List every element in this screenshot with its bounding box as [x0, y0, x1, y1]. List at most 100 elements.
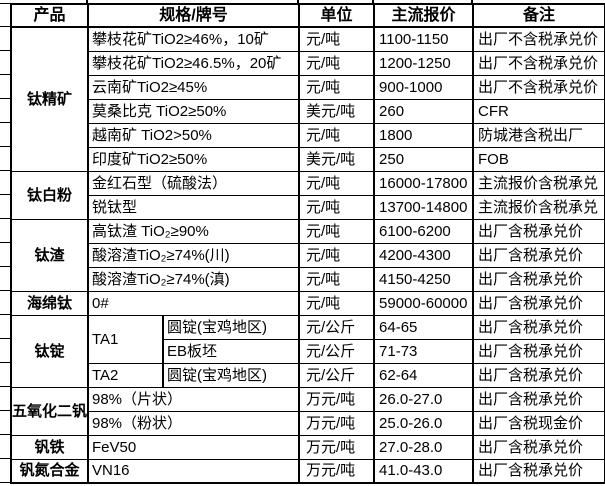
grade-cell: TA1 [87, 314, 164, 364]
col-header-note: 备注 [472, 3, 605, 28]
price-table: 产品 规格/牌号 单位 主流报价 备注 钛精矿 攀枝花矿TiO2≥46%，10矿… [10, 3, 605, 484]
column-gridline-tick [86, 0, 88, 4]
table-row: 钛白粉 金红石型（硫酸法） 元/吨 16000-17800 主流报价含税承兑 [10, 170, 605, 220]
note-cell: 出厂含税承兑价 [472, 434, 605, 460]
note-cell: 出厂含税承兑价 [472, 338, 605, 364]
price-cell: 1200-1250 [373, 50, 475, 76]
column-gridline-tick [297, 0, 299, 4]
spec-cell: 莫桑比克 TiO2≥50% [86, 98, 301, 124]
spec-cell: 云南矿TiO2≥45% [86, 74, 301, 100]
table-row: 云南矿TiO2≥45% 元/吨 900-1000 出厂不含税承兑价 [11, 74, 605, 100]
price-cell: 6100-6200 [373, 218, 475, 244]
product-cell: 钛渣 [10, 218, 89, 292]
column-gridline-tick [471, 0, 473, 4]
table-row: 钒氮合金 VN16 万元/吨 41.0-43.0 出厂含税承兑价 [10, 458, 605, 484]
product-cell: 五氧化二钒 [10, 386, 89, 436]
table-row: 钛渣 高钛渣 TiO₂≥90% 元/吨 6100-6200 出厂含税承兑价 [10, 218, 605, 292]
table-row: 五氧化二钒 98%（片状） 万元/吨 26.0-27.0 出厂含税承兑价 [10, 386, 605, 436]
product-cell: 钛锭 [10, 314, 89, 388]
note-cell: 出厂含税承兑价 [472, 362, 605, 388]
note-cell: 出厂含税承兑价 [472, 386, 605, 412]
spec-cell: 98%（片状） [86, 386, 301, 412]
unit-cell: 元/吨 [298, 290, 376, 316]
note-cell: FOB [472, 146, 605, 172]
price-cell: 16000-17800 [373, 170, 475, 196]
spec-cell: 圆锭(宝鸡地区) [161, 362, 301, 388]
unit-cell: 万元/吨 [298, 458, 376, 484]
unit-cell: 元/吨 [298, 50, 376, 76]
note-cell: 防城港含税出厂 [472, 122, 605, 148]
unit-cell: 元/公斤 [298, 362, 376, 388]
table-row: 锐钛型 元/吨 13700-14800 主流报价含税承兑 [11, 194, 605, 220]
price-cell: 900-1000 [373, 74, 475, 100]
price-cell: 62-64 [373, 362, 475, 388]
spec-cell: 0# [86, 290, 301, 316]
table-row: 酸溶渣TiO₂≥74%(滇) 元/吨 4150-4250 出厂含税承兑价 [11, 266, 605, 292]
price-cell: 27.0-28.0 [373, 434, 475, 460]
price-cell: 1100-1150 [373, 26, 475, 52]
product-cell: 钛精矿 [10, 26, 89, 172]
note-cell: 主流报价含税承兑 [472, 170, 605, 196]
price-cell: 4150-4250 [373, 266, 475, 292]
spec-cell: VN16 [86, 458, 301, 484]
unit-cell: 美元/吨 [298, 98, 376, 124]
spec-cell: 酸溶渣TiO₂≥74%(川) [86, 242, 301, 268]
unit-cell: 元/吨 [298, 266, 376, 292]
table-row: 酸溶渣TiO₂≥74%(川) 元/吨 4200-4300 出厂含税承兑价 [11, 242, 605, 268]
unit-cell: 元/吨 [298, 218, 376, 244]
price-cell: 41.0-43.0 [373, 458, 475, 484]
spec-cell: 越南矿 TiO2>50% [86, 122, 301, 148]
price-cell: 250 [373, 146, 475, 172]
row-gridline-ticks [0, 26, 10, 483]
spec-cell: 酸溶渣TiO₂≥74%(滇) [86, 266, 301, 292]
spec-cell: 锐钛型 [86, 194, 301, 220]
spec-cell: 高钛渣 TiO₂≥90% [86, 218, 301, 244]
spec-cell: 印度矿TiO2≥50% [86, 146, 301, 172]
col-header-product: 产品 [10, 3, 89, 28]
spec-cell: 攀枝花矿TiO2≥46.5%，20矿 [86, 50, 301, 76]
table-row: EB板坯 元/公斤 71-73 出厂含税承兑价 [11, 338, 605, 364]
price-cell: 4200-4300 [373, 242, 475, 268]
note-cell: 出厂含税承兑价 [472, 290, 605, 316]
table-row: TA2 圆锭(宝鸡地区) 元/公斤 62-64 出厂含税承兑价 [11, 362, 605, 388]
note-cell: 出厂不含税承兑价 [472, 26, 605, 52]
grade-cell: TA2 [87, 362, 164, 388]
spec-cell: 金红石型（硫酸法） [86, 170, 301, 196]
price-cell: 25.0-26.0 [373, 410, 475, 436]
unit-cell: 元/吨 [298, 26, 376, 52]
spec-cell: 98%（粉状） [86, 410, 301, 436]
gridline-tick-topleft [0, 3, 10, 4]
note-cell: 出厂含税承兑价 [472, 314, 605, 340]
table-row: 98%（粉状） 万元/吨 25.0-26.0 出厂含税现金价 [11, 410, 605, 436]
unit-cell: 元/吨 [298, 122, 376, 148]
price-cell: 1800 [373, 122, 475, 148]
unit-cell: 万元/吨 [298, 434, 376, 460]
table-row: 钒铁 FeV50 万元/吨 27.0-28.0 出厂含税承兑价 [10, 434, 605, 460]
note-cell: 出厂含税承兑价 [472, 218, 605, 244]
price-cell: 71-73 [373, 338, 475, 364]
table-row: 印度矿TiO2≥50% 美元/吨 250 FOB [11, 146, 605, 172]
price-cell: 13700-14800 [373, 194, 475, 220]
table-row: 钛锭 TA1 圆锭(宝鸡地区) 元/公斤 64-65 出厂含税承兑价 [10, 314, 605, 388]
note-cell: CFR [472, 98, 605, 124]
product-cell: 钒铁 [10, 434, 89, 460]
price-cell: 260 [373, 98, 475, 124]
price-cell: 26.0-27.0 [373, 386, 475, 412]
unit-cell: 元/公斤 [298, 314, 376, 340]
col-header-price: 主流报价 [373, 3, 475, 28]
spec-cell: EB板坯 [161, 338, 301, 364]
col-header-unit: 单位 [298, 3, 376, 28]
price-cell: 64-65 [373, 314, 475, 340]
spec-cell: 攀枝花矿TiO2≥46%，10矿 [86, 26, 301, 52]
unit-cell: 万元/吨 [298, 386, 376, 412]
unit-cell: 元/公斤 [298, 338, 376, 364]
note-cell: 出厂含税承兑价 [472, 266, 605, 292]
product-cell: 钒氮合金 [10, 458, 89, 484]
unit-cell: 元/吨 [298, 170, 376, 196]
table-row: 攀枝花矿TiO2≥46.5%，20矿 元/吨 1200-1250 出厂不含税承兑… [11, 50, 605, 76]
note-cell: 出厂含税承兑价 [472, 242, 605, 268]
table-row: 海绵钛 0# 元/吨 59000-60000 出厂含税承兑价 [10, 290, 605, 316]
unit-cell: 元/吨 [298, 194, 376, 220]
table-row: 莫桑比克 TiO2≥50% 美元/吨 260 CFR [11, 98, 605, 124]
